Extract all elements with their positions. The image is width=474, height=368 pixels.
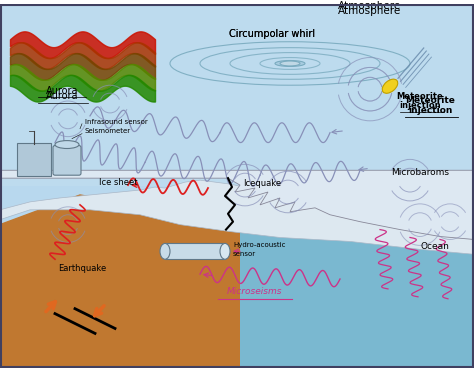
Text: sensor: sensor: [233, 251, 256, 257]
Text: Aurora: Aurora: [46, 91, 78, 101]
Text: Ocean: Ocean: [420, 243, 449, 251]
Text: Icequake: Icequake: [243, 179, 281, 188]
Text: Hydro-acoustic: Hydro-acoustic: [233, 243, 285, 248]
FancyBboxPatch shape: [53, 145, 81, 175]
Bar: [165, 243, 225, 259]
Ellipse shape: [280, 61, 300, 66]
Text: Meteorite: Meteorite: [397, 92, 443, 101]
Ellipse shape: [275, 60, 305, 67]
Text: Circumpolar whirl: Circumpolar whirl: [229, 29, 315, 39]
Ellipse shape: [382, 79, 398, 93]
Polygon shape: [0, 269, 474, 368]
Text: Microbaroms: Microbaroms: [391, 168, 449, 177]
Text: injection: injection: [408, 106, 452, 115]
Ellipse shape: [160, 243, 170, 259]
Ellipse shape: [220, 243, 230, 259]
Text: Atmosphere: Atmosphere: [338, 6, 401, 16]
Text: Earthquake: Earthquake: [58, 264, 106, 273]
Polygon shape: [240, 185, 474, 368]
Text: Infrasound sensor: Infrasound sensor: [85, 119, 148, 125]
Text: Atmosphere: Atmosphere: [338, 1, 401, 11]
Polygon shape: [0, 180, 474, 254]
Text: injection: injection: [399, 101, 441, 110]
Text: Aurora: Aurora: [46, 86, 78, 96]
Polygon shape: [280, 205, 474, 254]
Text: Seismometer: Seismometer: [85, 128, 131, 134]
Bar: [0, 4, 474, 186]
FancyBboxPatch shape: [17, 142, 51, 176]
Text: Circumpolar whirl: Circumpolar whirl: [229, 29, 315, 39]
Ellipse shape: [55, 141, 79, 149]
Text: Ice sheet: Ice sheet: [99, 178, 137, 187]
Polygon shape: [0, 170, 474, 240]
Text: Meteorite: Meteorite: [405, 96, 455, 105]
Polygon shape: [0, 195, 474, 368]
Text: Microseisms: Microseisms: [227, 287, 283, 296]
